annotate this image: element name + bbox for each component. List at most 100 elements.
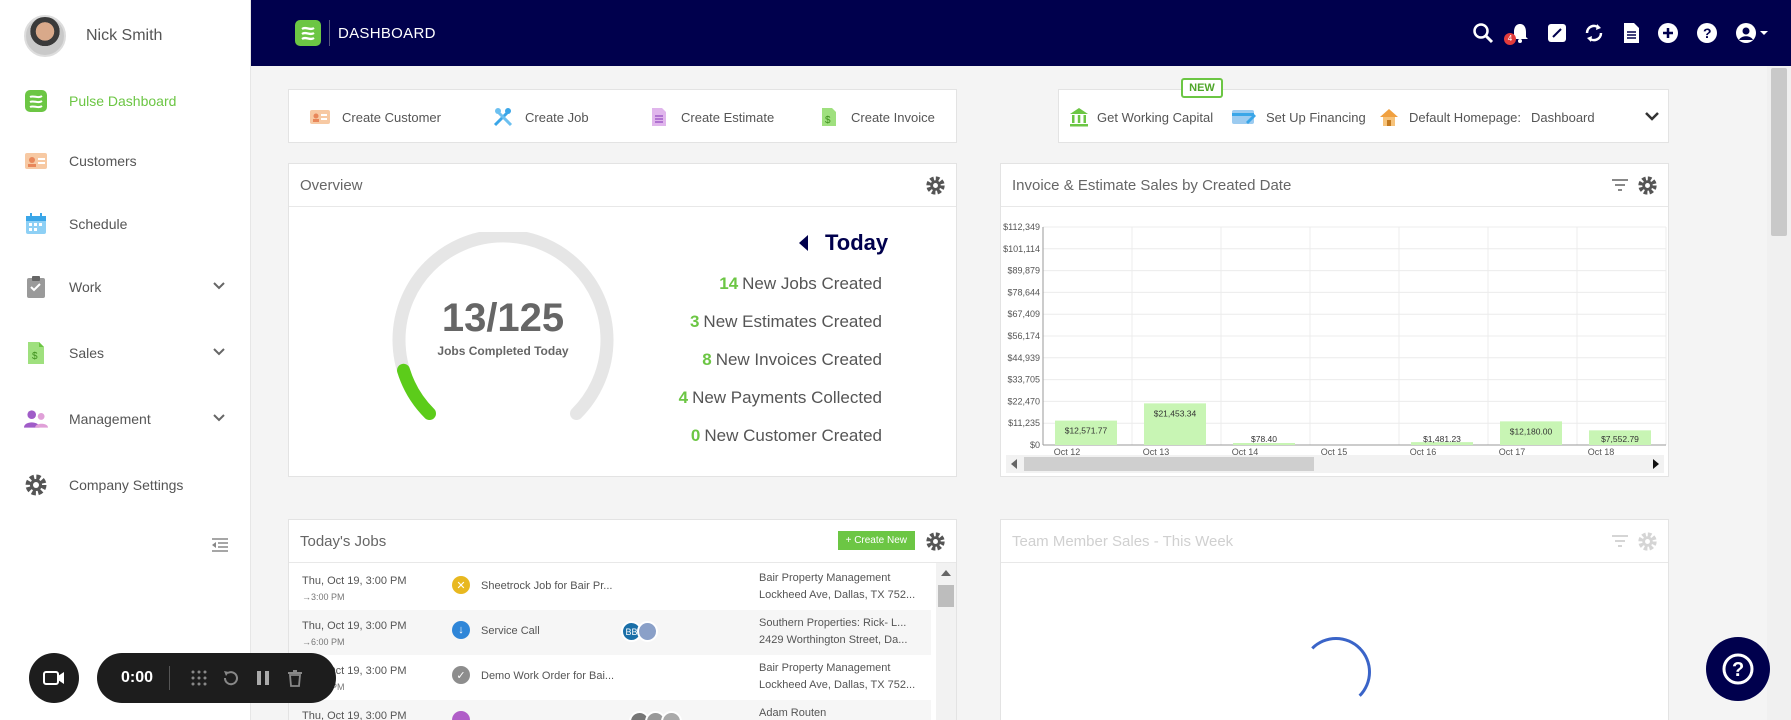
create-customer-label: Create Customer [342, 109, 441, 125]
divider [169, 666, 170, 690]
assignee-avatars: BB [621, 621, 658, 642]
scroll-up-icon[interactable] [941, 569, 951, 576]
todays-jobs-panel: Today's Jobs + Create New Thu, Oct 19, 3… [288, 519, 957, 720]
sidebar-item-sales[interactable]: $ Sales [0, 333, 250, 373]
collapse-sidebar-icon[interactable] [211, 537, 229, 553]
create-customer-button[interactable]: Create Customer [310, 90, 441, 144]
estimate-icon [649, 107, 669, 127]
page-title: DASHBOARD [338, 24, 436, 42]
gear-icon [24, 473, 48, 497]
sidebar-item-customers[interactable]: Customers [0, 141, 250, 181]
sidebar-item-label: Management [69, 411, 151, 427]
page-scrollbar[interactable] [1767, 66, 1791, 720]
app-logo-icon[interactable] [295, 20, 321, 46]
notifications-bell-icon[interactable]: 4 [1504, 22, 1531, 45]
scrollbar-thumb[interactable] [1771, 68, 1787, 236]
notes-icon[interactable] [1546, 22, 1568, 44]
create-invoice-button[interactable]: $ Create Invoice [819, 90, 935, 144]
job-status-icon: ↓ [452, 621, 470, 639]
bar-value-label: $78.40 [1251, 434, 1277, 444]
create-new-job-button[interactable]: + Create New [837, 531, 915, 550]
scrollbar-thumb[interactable] [1024, 457, 1314, 471]
caret-left-icon[interactable] [797, 234, 809, 252]
invoice-icon: $ [24, 341, 48, 365]
create-job-button[interactable]: Create Job [493, 90, 589, 144]
y-tick-label: $112,349 [1003, 222, 1040, 232]
table-row[interactable]: Thu, Oct 19, 3:00 PM Adam Routen [289, 700, 931, 720]
chevron-down-icon[interactable] [212, 345, 226, 359]
filter-icon[interactable] [1611, 533, 1629, 549]
pause-icon[interactable] [252, 667, 274, 689]
table-row[interactable]: Thu, Oct 19, 3:00 PM →3:00 PM ✕ Sheetroc… [289, 565, 931, 610]
create-estimate-button[interactable]: Create Estimate [649, 90, 774, 144]
sync-icon[interactable] [1583, 22, 1605, 44]
restart-icon[interactable] [220, 667, 242, 689]
video-camera-icon [43, 671, 64, 685]
panel-header: Today's Jobs + Create New [289, 520, 956, 563]
panel-header: Team Member Sales - This Week [1001, 520, 1668, 563]
panel-header: Invoice & Estimate Sales by Created Date [1001, 164, 1668, 207]
sidebar-item-company-settings[interactable]: Company Settings [0, 465, 250, 505]
create-estimate-label: Create Estimate [681, 109, 775, 125]
job-customer: Southern Properties: Rick- L... [759, 617, 907, 629]
help-icon[interactable]: ? [1696, 22, 1718, 44]
set-up-financing-button[interactable]: Set Up Financing [1232, 90, 1366, 144]
chevron-down-icon[interactable] [1644, 110, 1660, 124]
stat-new-jobs: 14 New Jobs Created [719, 274, 882, 294]
grid-dots-icon[interactable] [188, 667, 210, 689]
chart-horizontal-scrollbar[interactable] [1006, 455, 1664, 473]
bar-value-label: $12,180.00 [1510, 426, 1553, 436]
y-tick-label: $22,470 [1007, 396, 1040, 406]
quick-actions-bar: Create Customer Create Job Create Estima… [288, 89, 957, 143]
chevron-down-icon[interactable] [212, 279, 226, 293]
sidebar-item-label: Work [69, 279, 102, 295]
job-address: Lockheed Ave, Dallas, TX 752... [759, 679, 916, 691]
assignee-avatars [629, 711, 682, 720]
scroll-right-icon[interactable] [1652, 459, 1660, 469]
gear-icon[interactable] [925, 531, 946, 552]
table-row[interactable]: Thu, Oct 19, 3:00 PM →6:00 PM ↓ Service … [289, 610, 931, 655]
gear-icon[interactable] [925, 175, 946, 196]
default-homepage-selector[interactable]: Default Homepage: Dashboard [1379, 90, 1595, 144]
people-icon [24, 407, 48, 431]
sidebar-item-label: Pulse Dashboard [69, 93, 177, 109]
home-icon [1379, 107, 1399, 127]
filter-icon[interactable] [1611, 177, 1629, 193]
document-icon[interactable] [1620, 22, 1642, 44]
jobs-list-scrollbar[interactable] [936, 563, 956, 720]
sidebar-item-schedule[interactable]: Schedule [0, 204, 250, 244]
get-working-capital-button[interactable]: Get Working Capital [1069, 90, 1213, 144]
scroll-left-icon[interactable] [1010, 459, 1018, 469]
clipboard-icon [24, 275, 48, 299]
loading-spinner [1301, 637, 1371, 707]
job-date: Thu, Oct 19, 3:00 PM [302, 620, 407, 632]
bank-icon [1069, 107, 1089, 127]
period-selector[interactable]: Today [797, 230, 888, 256]
table-row[interactable]: Thu, Oct 19, 3:00 PM →5:00 PM ✓ Demo Wor… [289, 655, 931, 700]
sidebar-item-work[interactable]: Work [0, 267, 250, 307]
avatar[interactable] [24, 15, 66, 57]
chevron-down-icon[interactable] [212, 411, 226, 425]
overview-panel: Overview 13/125 Jobs Completed Today Tod… [288, 163, 957, 477]
recording-toolbar: 0:00 [97, 653, 336, 703]
sidebar-item-pulse-dashboard[interactable]: Pulse Dashboard [0, 81, 250, 121]
gear-icon[interactable] [1637, 175, 1658, 196]
profile-header[interactable]: Nick Smith [0, 0, 250, 72]
scrollbar-thumb[interactable] [938, 585, 954, 607]
stat-label: New Customer Created [704, 426, 882, 445]
overview-title: Overview [300, 176, 363, 194]
gear-icon[interactable] [1637, 531, 1658, 552]
sidebar-item-management[interactable]: Management [0, 399, 250, 439]
add-icon[interactable] [1657, 22, 1679, 44]
trash-icon[interactable] [284, 667, 306, 689]
account-menu-icon[interactable] [1735, 22, 1771, 44]
svg-text:$: $ [825, 115, 831, 126]
new-badge: NEW [1181, 78, 1223, 98]
camera-toggle-button[interactable] [29, 653, 79, 703]
pulse-logo-icon [24, 89, 48, 113]
chart-bar [1500, 421, 1562, 445]
avatar [637, 621, 658, 642]
help-chat-button[interactable]: ? [1706, 637, 1770, 701]
job-end-time: →3:00 PM [302, 592, 345, 602]
search-icon[interactable] [1472, 22, 1494, 44]
